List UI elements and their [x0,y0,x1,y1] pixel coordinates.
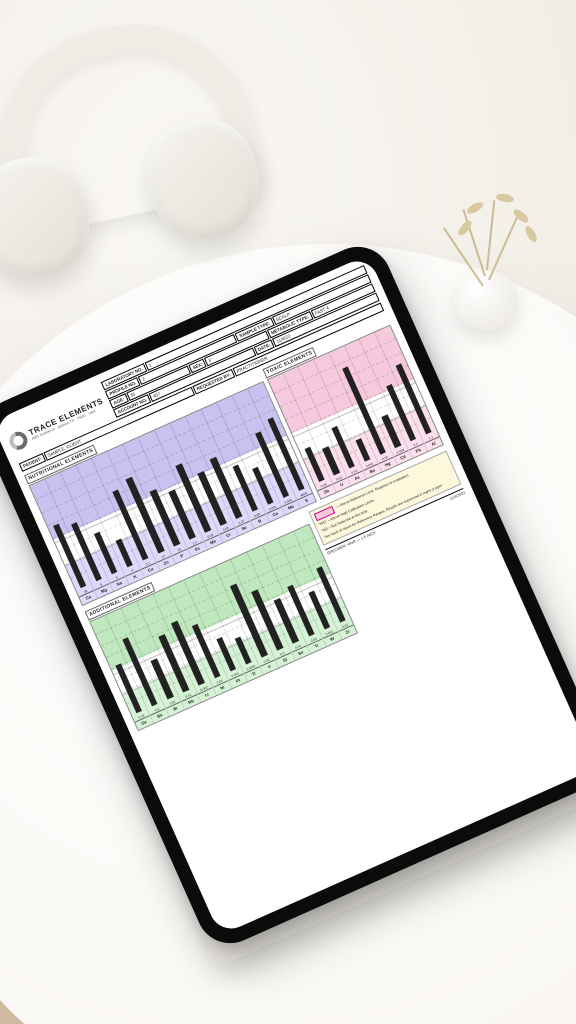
logo-icon [6,428,30,452]
vase-plant [426,210,546,330]
footer-right: 11/4/2022 [449,491,466,501]
scene: TRACE ELEMENTS 4501 Sunbelt Dr · Addison… [0,0,576,1024]
